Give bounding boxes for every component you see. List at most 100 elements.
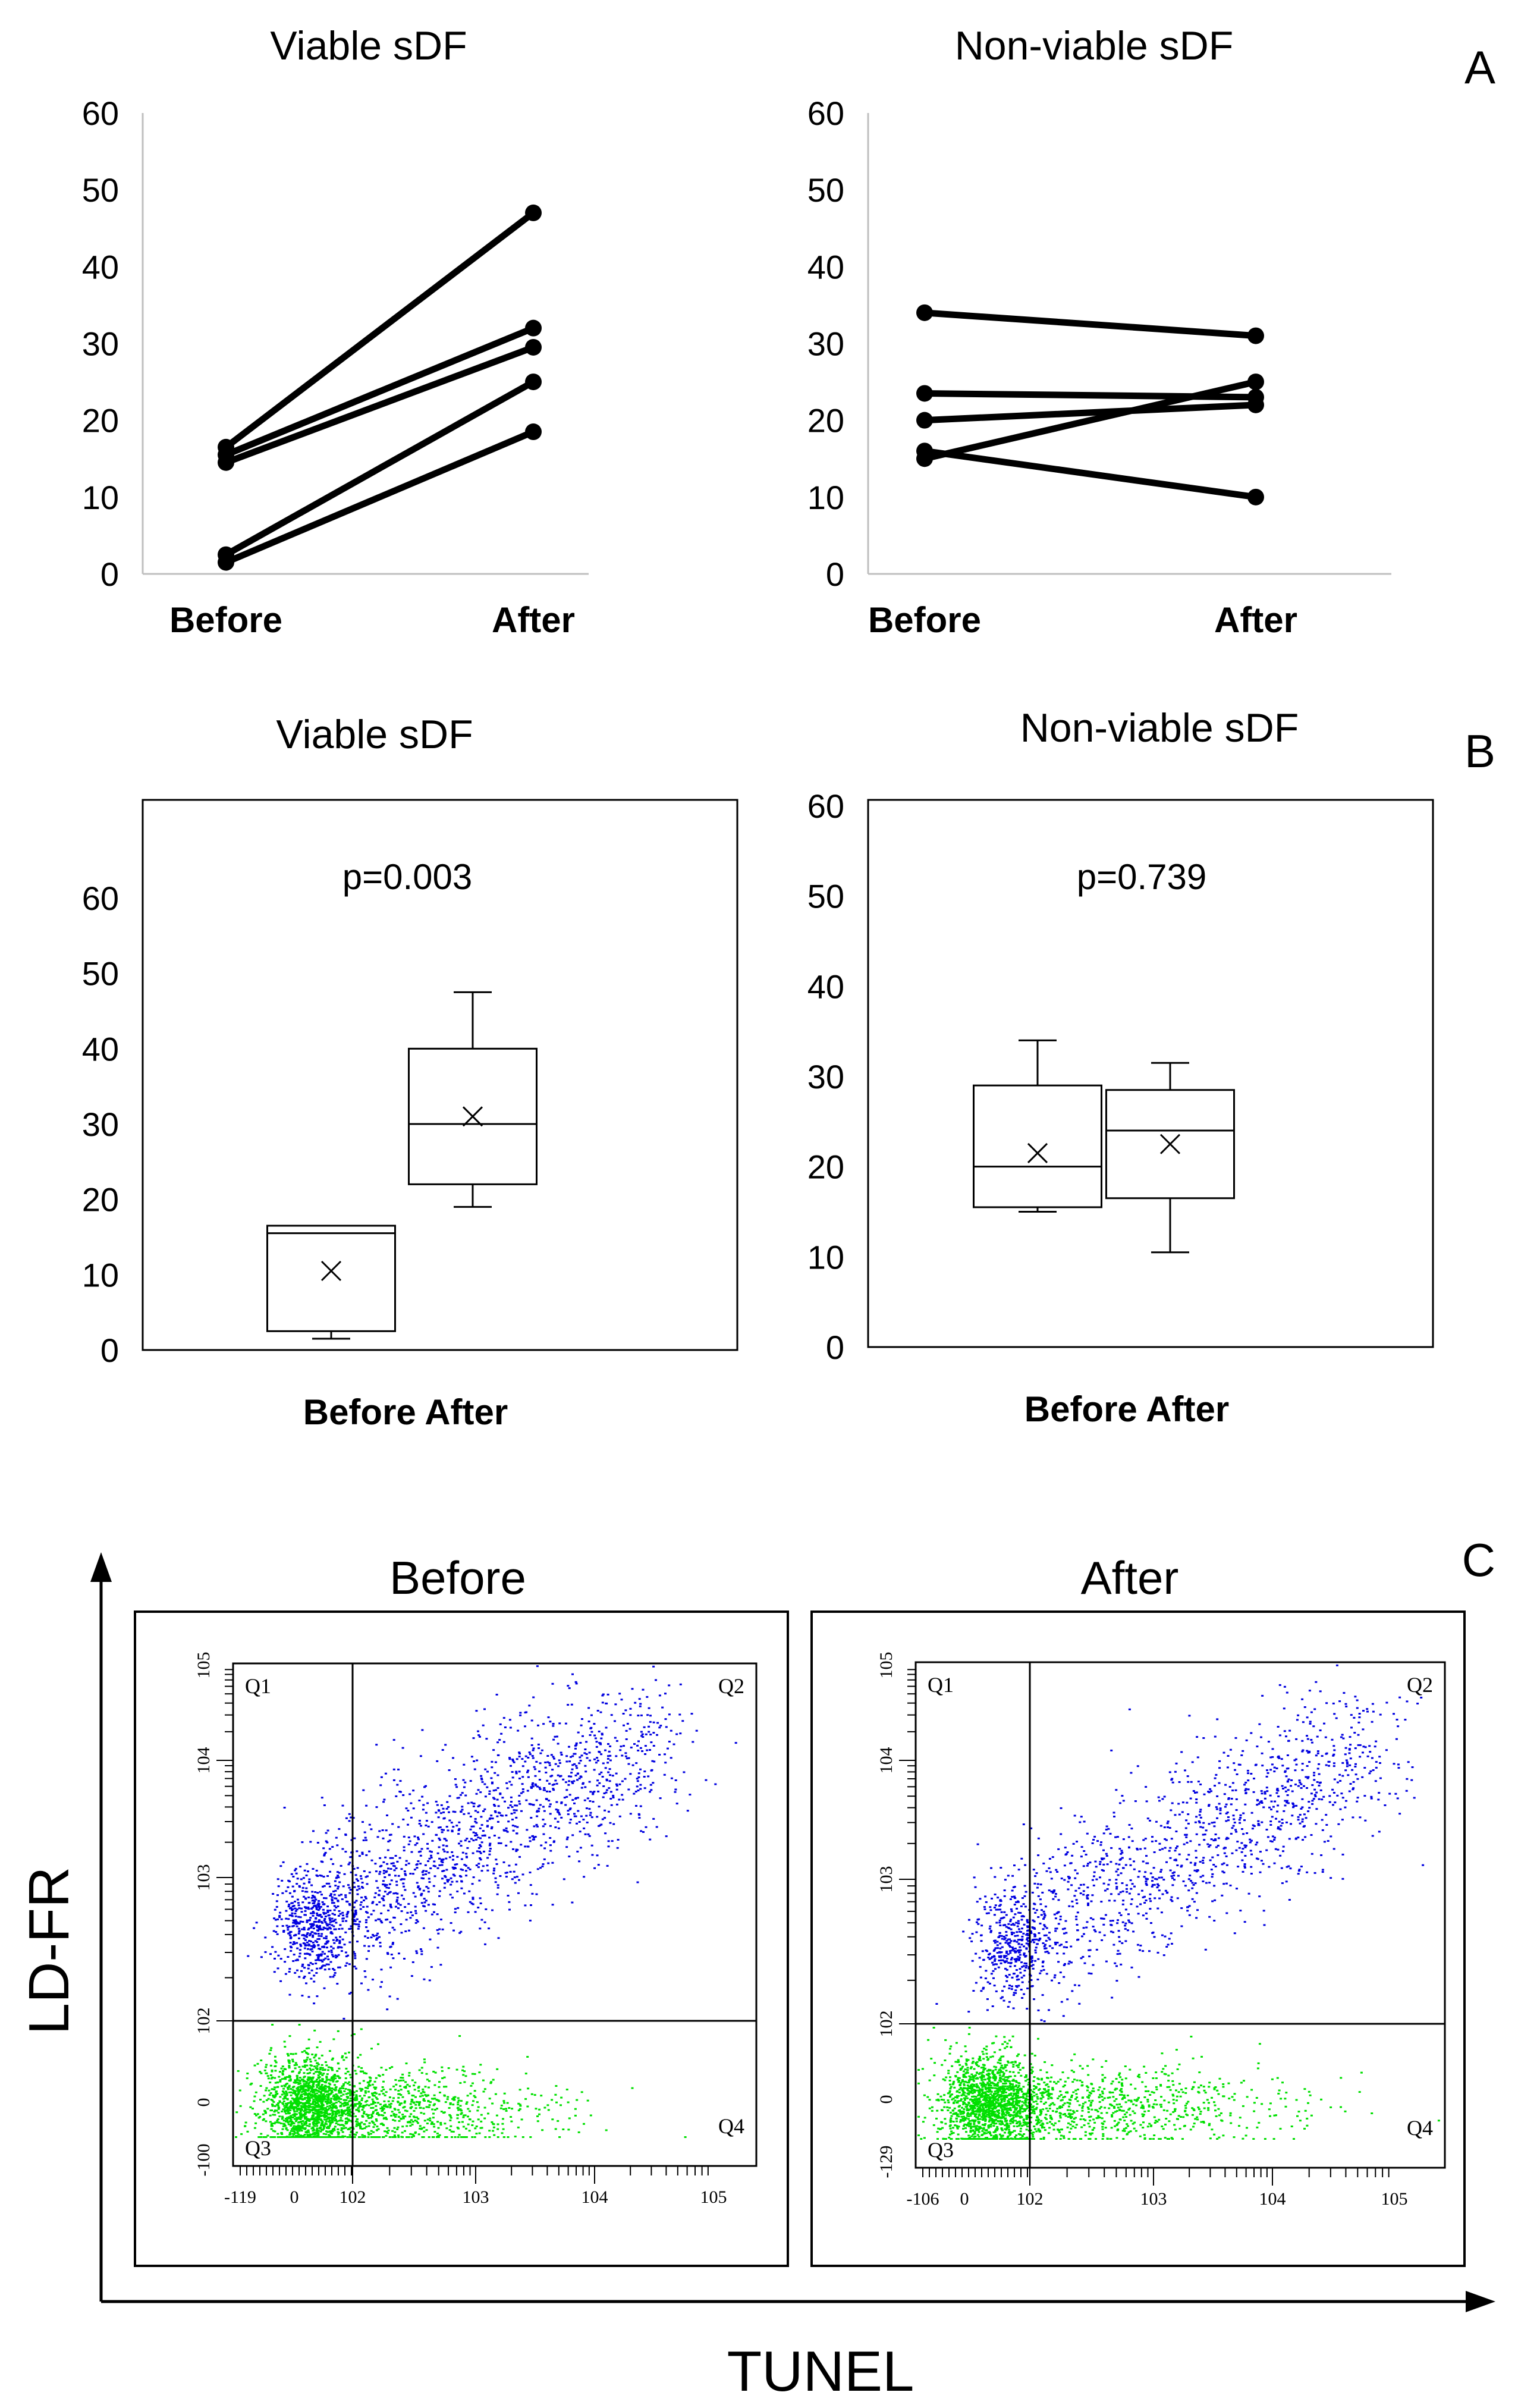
green-dot <box>1051 2110 1054 2112</box>
blue-dot <box>335 1957 338 1958</box>
green-dot <box>288 2074 291 2077</box>
green-dot <box>501 2132 504 2134</box>
blue-dot <box>463 1763 466 1766</box>
blue-dot <box>450 1822 453 1824</box>
green-dot <box>326 2096 329 2098</box>
blue-dot <box>382 1801 385 1803</box>
blue-dot <box>571 1834 574 1836</box>
blue-dot <box>488 1844 491 1847</box>
blue-dot <box>607 1755 609 1757</box>
blue-dot <box>366 1875 369 1878</box>
blue-dot <box>301 1921 304 1923</box>
green-dot <box>346 2107 349 2109</box>
blue-dot <box>508 1864 511 1867</box>
green-dot <box>1211 2128 1214 2131</box>
panel-label-a: A <box>1464 41 1495 93</box>
blue-dot <box>714 1783 717 1785</box>
blue-dot <box>480 1778 483 1781</box>
blue-dot <box>318 1925 320 1927</box>
blue-dot <box>348 1963 351 1966</box>
blue-dot <box>443 1886 446 1889</box>
green-dot <box>417 2122 419 2124</box>
blue-dot <box>479 1852 482 1854</box>
blue-dot <box>277 1885 280 1888</box>
green-dot <box>347 2096 349 2098</box>
green-dot <box>307 2079 310 2082</box>
green-dot <box>372 2112 375 2115</box>
green-dot <box>282 2070 285 2073</box>
green-dot <box>456 2117 459 2120</box>
green-dot <box>383 2112 386 2114</box>
blue-dot <box>285 1910 288 1912</box>
green-dot <box>272 2136 275 2138</box>
series-subject-1 <box>916 304 1264 344</box>
green-dot <box>263 2069 266 2071</box>
green-dot <box>348 2100 351 2102</box>
blue-dot <box>483 1808 486 1810</box>
blue-dot <box>434 1865 436 1867</box>
green-dot <box>319 2086 322 2089</box>
mean-marker <box>1159 1134 1181 1154</box>
p-value-annotation: p=0.003 <box>342 857 473 897</box>
blue-dot <box>596 1816 599 1818</box>
blue-dot <box>510 1765 512 1767</box>
blue-dot <box>378 1830 381 1832</box>
green-dot <box>1049 2093 1052 2095</box>
green-dot <box>293 2086 296 2088</box>
blue-dot <box>604 1817 606 1819</box>
green-dot <box>438 2081 441 2083</box>
quadrant-label: Q1 <box>245 1674 271 1698</box>
green-dot <box>309 2064 312 2067</box>
blue-dot <box>320 1953 323 1955</box>
green-dot <box>295 2113 298 2115</box>
green-dot <box>316 2115 319 2117</box>
green-dot <box>338 2067 341 2070</box>
green-dot <box>391 2066 394 2068</box>
blue-dot <box>463 1864 466 1866</box>
blue-dot <box>674 1779 677 1781</box>
panel-label-b: B <box>1464 725 1495 777</box>
blue-dot <box>649 1721 652 1723</box>
green-dot <box>316 2079 318 2081</box>
blue-dot <box>521 1776 524 1778</box>
green-dot <box>432 2123 435 2126</box>
blue-dot <box>513 1812 516 1814</box>
blue-dot <box>515 1809 518 1812</box>
green-dot <box>276 2093 279 2095</box>
blue-dot <box>470 1838 473 1840</box>
blue-dot <box>497 1842 500 1844</box>
green-dot <box>361 2109 364 2111</box>
green-dot <box>1079 2118 1082 2121</box>
green-dot <box>365 2120 368 2122</box>
green-dot <box>434 2071 437 2074</box>
green-dot <box>342 2093 345 2096</box>
green-dot <box>320 2095 323 2098</box>
x-axis-label: Before After <box>303 1392 508 1432</box>
blue-dot <box>552 1738 555 1741</box>
green-dot <box>345 2121 348 2123</box>
plot-frame <box>867 799 1434 1348</box>
green-dot <box>291 2107 294 2109</box>
blue-dot <box>543 1810 546 1812</box>
blue-dot <box>381 1922 384 1924</box>
green-dot <box>252 2108 254 2109</box>
blue-dot <box>478 1879 481 1882</box>
y-tick-label: 50 <box>82 955 119 993</box>
blue-dot <box>574 1753 577 1755</box>
blue-dot <box>365 1854 368 1856</box>
green-dot <box>344 2088 347 2090</box>
green-dot <box>473 2136 476 2138</box>
green-dot <box>286 2129 289 2131</box>
green-dot <box>306 2119 309 2121</box>
blue-dot <box>574 1681 577 1683</box>
blue-dot <box>332 1890 335 1892</box>
blue-dot <box>307 1948 309 1950</box>
green-dot <box>317 2063 320 2065</box>
blue-dot <box>626 1757 628 1760</box>
blue-dot <box>452 1867 455 1870</box>
green-dot <box>253 2100 256 2102</box>
blue-dot <box>466 1847 469 1849</box>
blue-dot <box>334 1897 337 1900</box>
x-axis-label: Before After <box>1024 1389 1230 1429</box>
green-dot <box>360 2028 363 2030</box>
